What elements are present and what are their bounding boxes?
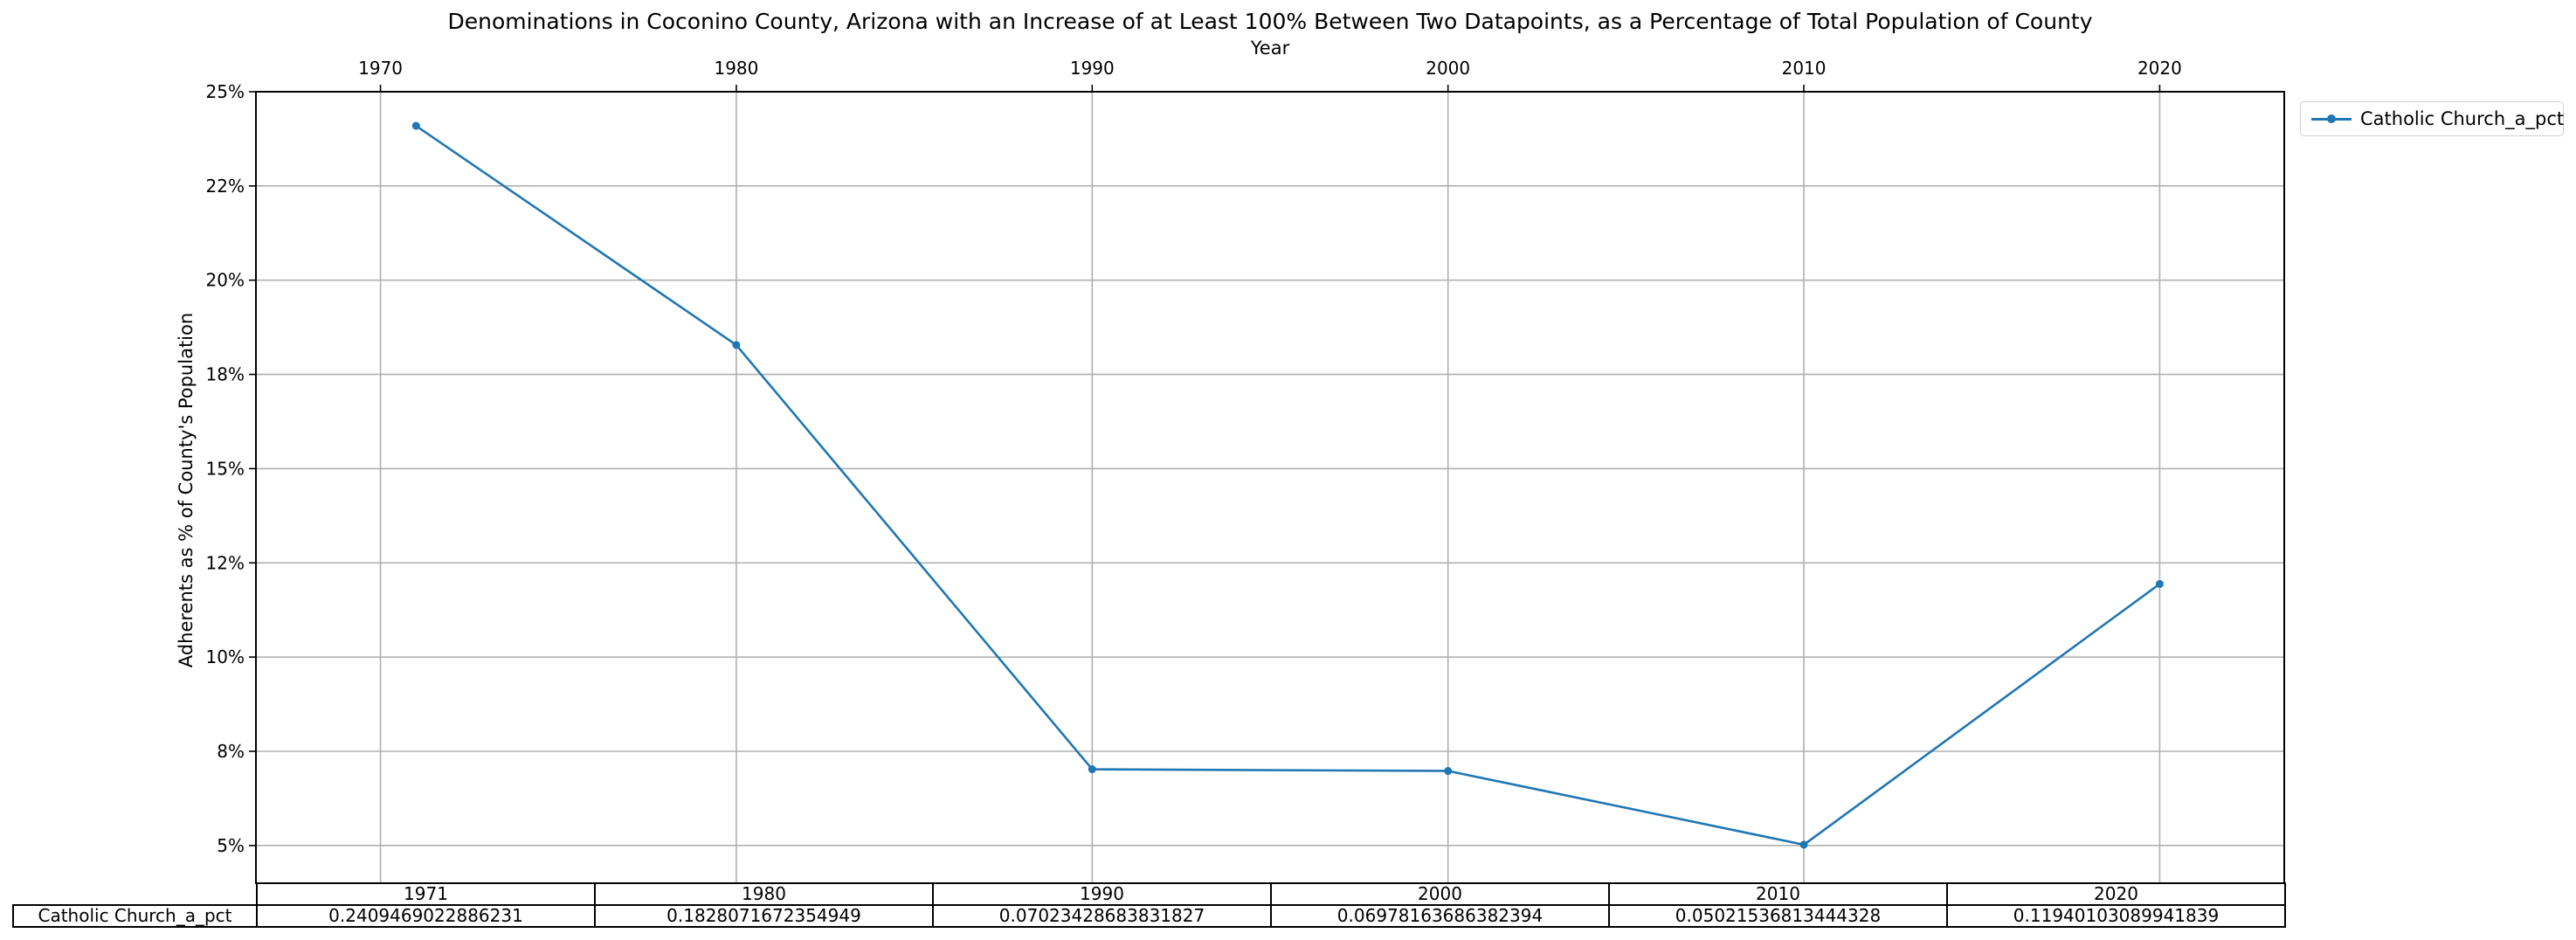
table-cell: 0.07023428683831827: [932, 904, 1272, 928]
data-table: 1971 1980 1990 2000 2010 2020 Catholic C…: [12, 882, 2286, 928]
y-tick-label: 8%: [217, 741, 245, 762]
y-tick-label: 5%: [217, 835, 245, 856]
y-tick-label: 15%: [206, 458, 245, 479]
plot-frame: [255, 91, 2285, 884]
x-axis-label: Year: [1250, 38, 1290, 59]
y-tick-label: 20%: [206, 270, 245, 291]
table-column-header: 1971: [256, 882, 596, 906]
y-tick-label: 25%: [206, 81, 245, 102]
x-tick-label: 1990: [1070, 58, 1115, 79]
data-point: [1799, 840, 1808, 849]
series-layer: [411, 121, 2164, 849]
table-column-header: 1980: [594, 882, 934, 906]
legend-marker-swatch: [2327, 114, 2336, 123]
y-tick-label: 22%: [206, 176, 245, 197]
y-tick-label: 12%: [206, 552, 245, 573]
table-cell: 0.1828071672354949: [594, 904, 934, 928]
x-tick-label: 1970: [358, 58, 403, 79]
table-cell: 0.2409469022886231: [256, 904, 596, 928]
table-column-header: 1990: [932, 882, 1272, 906]
chart-title: Denominations in Coconino County, Arizon…: [447, 9, 2092, 34]
table-row-label: Catholic Church_a_pct: [12, 904, 258, 928]
x-tick-label: 1980: [714, 58, 758, 79]
x-tick-label: 2020: [2137, 58, 2182, 79]
data-point: [2155, 579, 2164, 588]
data-point: [411, 121, 420, 130]
data-point: [732, 341, 741, 349]
tick-layer: 1970 1980 1990 2000 2010 2020 5% 8% 10% 12% 15% 18%…: [206, 58, 2182, 856]
table-cell: 0.06978163686382394: [1270, 904, 1610, 928]
data-point: [1444, 767, 1453, 776]
grid-layer: [256, 91, 2284, 883]
y-tick-label: 18%: [206, 364, 245, 385]
table-column-header: 2010: [1608, 882, 1948, 906]
table-row: Catholic Church_a_pct 0.2409469022886231…: [12, 904, 2286, 928]
data-point: [1088, 765, 1096, 774]
table-cell: 0.05021536813444328: [1608, 904, 1948, 928]
table-header-row: 1971 1980 1990 2000 2010 2020: [13, 882, 2286, 906]
y-tick-label: 10%: [206, 646, 245, 667]
table-column-header: 2000: [1270, 882, 1610, 906]
x-tick-label: 2000: [1426, 58, 1470, 79]
series-line: [415, 125, 2161, 847]
table-cell: 0.11940103089941839: [1946, 904, 2286, 928]
legend-label: Catholic Church_a_pct: [2360, 108, 2565, 129]
x-tick-label: 2010: [1782, 58, 1827, 79]
y-axis-label: Adherents as % of County's Population: [176, 313, 197, 667]
table-column-header: 2020: [1946, 882, 2286, 906]
table-corner-cell: [13, 883, 257, 905]
legend: Catholic Church_a_pct: [2300, 101, 2564, 136]
